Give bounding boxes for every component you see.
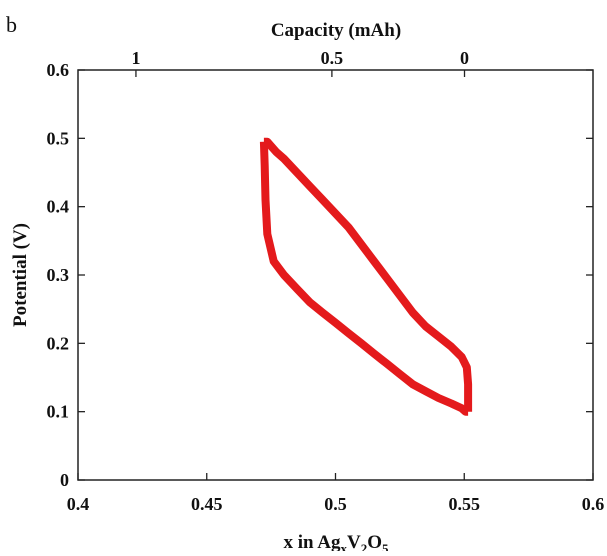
x-axis-title-sub-2: 2	[361, 541, 368, 551]
y-tick-label-3: 0.3	[47, 265, 70, 285]
y-tick-label-4: 0.4	[47, 197, 70, 217]
x-axis-title: x in AgxV2O5	[283, 532, 389, 551]
y-tick-label-5: 0.5	[47, 128, 70, 148]
x-axis-title-sub-x: x	[341, 541, 348, 551]
x-tick-label-0: 0.4	[67, 494, 90, 514]
x-tick-label-1: 0.45	[191, 494, 223, 514]
x-tick-label-3: 0.55	[449, 494, 481, 514]
series-line-1	[263, 137, 473, 412]
y-tick-label-6: 0.6	[47, 60, 70, 80]
x-axis-title-v: V	[347, 532, 361, 551]
panel-label: b	[6, 12, 17, 37]
x-axis-title-prefix: x in Ag	[283, 532, 341, 551]
top-tick-label-2: 0	[460, 48, 469, 68]
x-axis-title-o: O	[367, 532, 382, 551]
plot-frame	[77, 69, 594, 481]
top-axis-title: Capacity (mAh)	[271, 20, 401, 41]
y-tick-label-0: 0	[60, 470, 69, 490]
y-tick-label-2: 0.2	[47, 333, 70, 353]
top-tick-label-1: 0.5	[321, 48, 344, 68]
top-tick-label-0: 1	[131, 48, 140, 68]
x-tick-label-4: 0.6	[582, 494, 605, 514]
series-line-0	[259, 141, 470, 416]
plot-area: 0.4 0.45 0.5 0.55 0.6 0 0.1 0.2 0.3 0.4 0.5 0.6 1 0.5…	[47, 48, 605, 514]
x-axis-title-sub-5: 5	[382, 541, 389, 551]
y-axis-title: Potential (V)	[10, 223, 31, 327]
y-tick-label-1: 0.1	[47, 402, 70, 422]
x-tick-label-2: 0.5	[324, 494, 347, 514]
